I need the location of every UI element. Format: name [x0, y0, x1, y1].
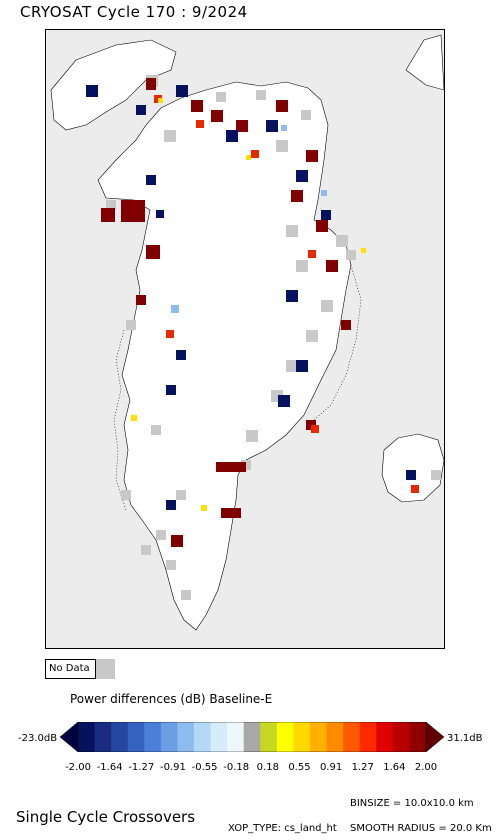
colorbar-low-end: [60, 722, 79, 752]
iceland: [381, 433, 445, 503]
smooth-radius-label: SMOOTH RADIUS = 20.0 Km: [350, 823, 492, 834]
colorbar-segment: [78, 722, 96, 752]
west-coast-fringe: [113, 329, 127, 511]
colorbar-high-end: [425, 722, 444, 752]
colorbar-title: Power differences (dB) Baseline-E: [70, 692, 273, 706]
binsize-label: BINSIZE = 10.0x10.0 km: [350, 798, 474, 809]
svalbard-coast: [405, 34, 445, 91]
colorbar-tick-label: -1.64: [96, 762, 123, 773]
greenland-map: [50, 34, 445, 631]
colorbar-segment: [359, 722, 377, 752]
map-frame: [45, 29, 445, 649]
nodata-swatch: [95, 659, 115, 679]
light-blue-bins: [171, 125, 327, 313]
colorbar-segment: [144, 722, 162, 752]
footer-title: Single Cycle Crossovers: [16, 808, 196, 826]
colorbar-max-label: 31.1dB: [447, 733, 483, 744]
colorbar-segment: [326, 722, 344, 752]
yellow-bins: [131, 98, 366, 511]
colorbar-segment: [392, 722, 410, 752]
colorbar-segment: [111, 722, 129, 752]
colorbar-segment: [276, 722, 294, 752]
colorbar-segment: [376, 722, 394, 752]
colorbar-segment: [160, 722, 178, 752]
colorbar-segment: [409, 722, 427, 752]
east-coast-fringe: [307, 264, 362, 426]
map-title: CRYOSAT Cycle 170 : 9/2024: [20, 3, 248, 21]
colorbar-tick-label: 0.91: [319, 762, 343, 773]
colorbar-tick-label: -0.18: [223, 762, 250, 773]
colorbar-ticks: -2.00 -1.64 -1.27 -0.91 -0.55 -0.18 0.18 0.55 0.…: [0, 762, 500, 776]
nodata-label: No Data: [49, 663, 90, 674]
colorbar-segment: [177, 722, 195, 752]
greenland-landmass: [97, 81, 352, 631]
colorbar-tick-label: -0.55: [191, 762, 218, 773]
colorbar-tick-label: 2.00: [414, 762, 438, 773]
colorbar-segment: [343, 722, 361, 752]
colorbar-segment: [310, 722, 328, 752]
colorbar-segment: [127, 722, 145, 752]
colorbar-tick-label: 1.64: [383, 762, 406, 773]
colorbar-tick-label: 0.18: [256, 762, 279, 773]
colorbar-segment: [227, 722, 245, 752]
colorbar-tick-label: 0.55: [288, 762, 311, 773]
colorbar: [60, 722, 444, 752]
colorbar-segment: [260, 722, 278, 752]
colorbar-segment: [94, 722, 112, 752]
colorbar-tick-label: -2.00: [65, 762, 91, 773]
negative-bins: [86, 85, 416, 510]
colorbar-segment: [210, 722, 228, 752]
colorbar-segment: [293, 722, 311, 752]
colorbar-min-label: -23.0dB: [18, 733, 58, 744]
colorbar-segment: [243, 722, 261, 752]
colorbar-segment: [194, 722, 212, 752]
positive-bins: [101, 78, 351, 547]
colorbar-tick-label: 1.27: [351, 762, 374, 773]
xop-type-label: XOP_TYPE: cs_land_ht: [228, 823, 337, 834]
colorbar-tick-label: -0.91: [159, 762, 186, 773]
colorbar-tick-label: -1.27: [128, 762, 155, 773]
